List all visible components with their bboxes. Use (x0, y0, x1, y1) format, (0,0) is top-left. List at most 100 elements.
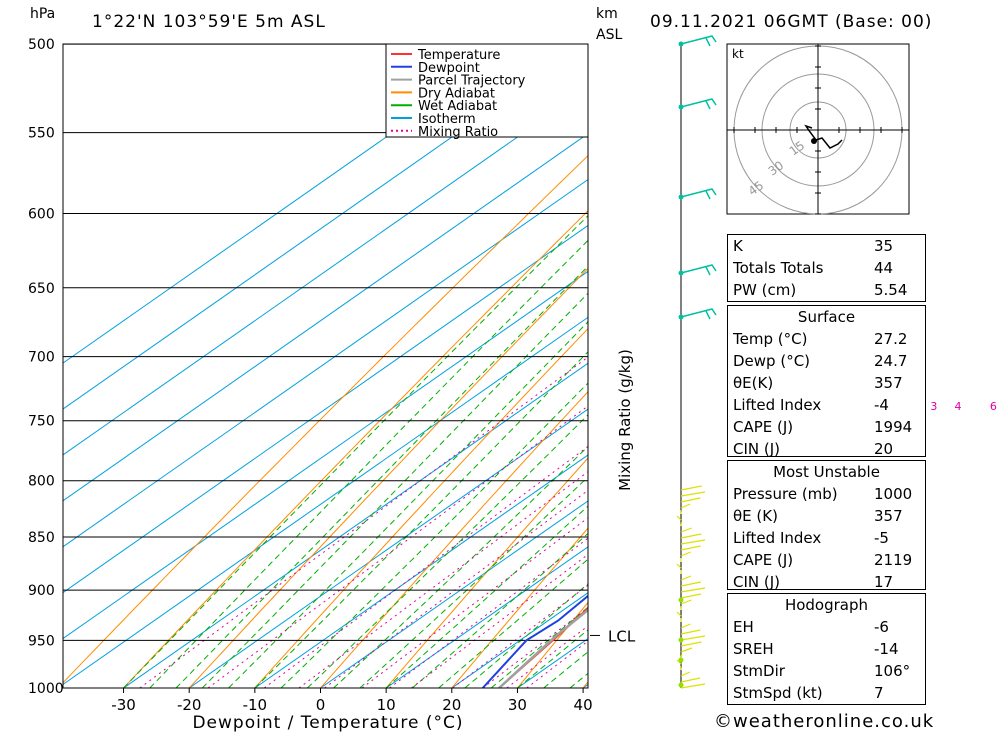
hodograph-value: 106° (874, 662, 911, 680)
x-tick-label: 30 (508, 696, 527, 714)
wind-barb-feather (705, 37, 711, 47)
copyright-footer: ©weatheronline.co.uk (714, 711, 935, 732)
wind-barb-feather (705, 310, 711, 320)
most-unstable-panel: Most Unstable Pressure (mb) 1000 θE (K) 357… (727, 460, 926, 593)
surface-row: θE(K) 357 (728, 372, 925, 394)
dry-adiabat-line (254, 327, 588, 688)
surface-label: Lifted Index (733, 396, 822, 414)
low-level-wind-barb (679, 665, 682, 671)
surface-row: Lifted Index -4 (728, 394, 925, 416)
surface-label: Temp (°C) (733, 330, 808, 348)
low-level-wind-barb (680, 593, 702, 599)
index-row: K 35 (728, 235, 925, 257)
legend-box (385, 43, 589, 138)
axis-labels: 3003504004505005506006507007508008509009… (28, 37, 997, 733)
wind-barb (680, 35, 717, 45)
pressure-tick-label: 900 (28, 583, 55, 599)
index-row: PW (cm) 5.54 (728, 279, 925, 301)
wet-adiabat-line (385, 505, 588, 688)
wind-dot (678, 597, 684, 603)
hodograph-trace (804, 124, 843, 149)
low-level-wind-barb (680, 551, 691, 557)
index-value: 5.54 (874, 281, 908, 299)
surface-value: 357 (874, 374, 903, 392)
low-level-wind-barb (680, 539, 706, 545)
pressure-tick-label: 800 (28, 474, 55, 490)
wind-barb (680, 264, 717, 274)
most-unstable-label: Lifted Index (733, 529, 822, 547)
most-unstable-label: CAPE (J) (733, 551, 794, 569)
x-tick-label: -20 (177, 696, 202, 714)
isotherm-line (123, 362, 588, 688)
most-unstable-row: CIN (J) 17 (728, 571, 925, 593)
isotherm-line (320, 500, 588, 688)
low-level-wind-barb (680, 575, 692, 581)
isotherm-line (188, 408, 588, 688)
index-label: Totals Totals (733, 259, 824, 277)
wind-barb-feather (705, 100, 711, 110)
isotherm-line (254, 454, 588, 688)
hodograph-value: -6 (874, 618, 889, 636)
hodograph-label: StmSpd (kt) (733, 684, 823, 702)
pressure-tick-label: 600 (28, 206, 55, 222)
wind-barb-feather (705, 190, 711, 200)
low-level-wind-barb (680, 635, 706, 641)
low-level-wind-barb (680, 581, 701, 587)
legend-entry: Parcel Trajectory (418, 74, 526, 89)
lcl-label: LCL (608, 627, 636, 645)
isotherm-line (63, 316, 588, 686)
most-unstable-row: CAPE (J) 2119 (728, 549, 925, 571)
wind-dot (678, 637, 684, 643)
surface-row: Dewp (°C) 24.7 (728, 350, 925, 372)
legend-entry: Dry Adiabat (418, 86, 495, 101)
low-level-wind-barb (680, 497, 701, 503)
most-unstable-value: -5 (874, 529, 889, 547)
isotherm-line (63, 224, 588, 594)
surface-label: CAPE (J) (733, 418, 794, 436)
most-unstable-value: 1000 (874, 485, 913, 503)
x-tick-label: 0 (316, 696, 326, 714)
legend-entry: Dewpoint (418, 61, 480, 76)
dry-adiabat-line (977, 0, 1000, 688)
mixing-ratio-line (139, 356, 588, 688)
pressure-tick-label: 550 (28, 126, 55, 142)
wind-barb-feather (705, 266, 711, 276)
most-unstable-title: Most Unstable (773, 463, 880, 481)
wet-adiabat-line (201, 292, 588, 688)
wet-adiabat-line (254, 351, 588, 688)
pressure-tick-label: 1000 (28, 681, 64, 697)
isotherm-line (63, 178, 588, 548)
wind-dot (678, 682, 684, 688)
most-unstable-label: CIN (J) (733, 573, 781, 591)
wet-adiabat-line (175, 265, 588, 688)
legend-entry: Wet Adiabat (418, 99, 497, 114)
hodograph-row: StmDir 106° (728, 660, 925, 682)
surface-value: 24.7 (874, 352, 908, 370)
wet-adiabat-line (412, 532, 588, 688)
wet-adiabat-line (149, 239, 588, 688)
x-tick-label: -10 (243, 696, 268, 714)
dry-adiabat-line (320, 390, 588, 688)
hodograph-row: SREH -14 (728, 638, 925, 660)
hodograph-row: StmSpd (kt) 7 (728, 682, 925, 704)
mixing-ratio-label: 4 (955, 400, 962, 413)
surface-panel: Surface Temp (°C) 27.2 Dewp (°C) 24.7 θE(K) 3… (727, 305, 926, 460)
storm-motion-marker (811, 138, 817, 144)
x-tick-label: -30 (111, 696, 136, 714)
surface-label: Dewp (°C) (733, 352, 811, 370)
low-level-wind-barb (676, 659, 682, 665)
wind-barb (680, 188, 717, 198)
height-unit-label-asl: ASL (596, 27, 623, 43)
low-level-wind-barb (680, 629, 701, 635)
hodograph-panel: Hodograph EH -6 SREH -14 StmDir 106° StmSpd (k… (727, 593, 926, 705)
x-tick-label: 40 (574, 696, 593, 714)
low-level-wind-barb (680, 521, 683, 527)
most-unstable-label: θE (K) (733, 507, 778, 525)
index-value: 44 (874, 259, 894, 277)
mixing-ratio-label: 6 (990, 400, 997, 413)
hodograph-label: SREH (733, 640, 774, 658)
low-level-wind-barb (680, 653, 683, 659)
dry-adiabat-line (451, 527, 588, 688)
surface-row: CIN (J) 20 (728, 438, 925, 460)
